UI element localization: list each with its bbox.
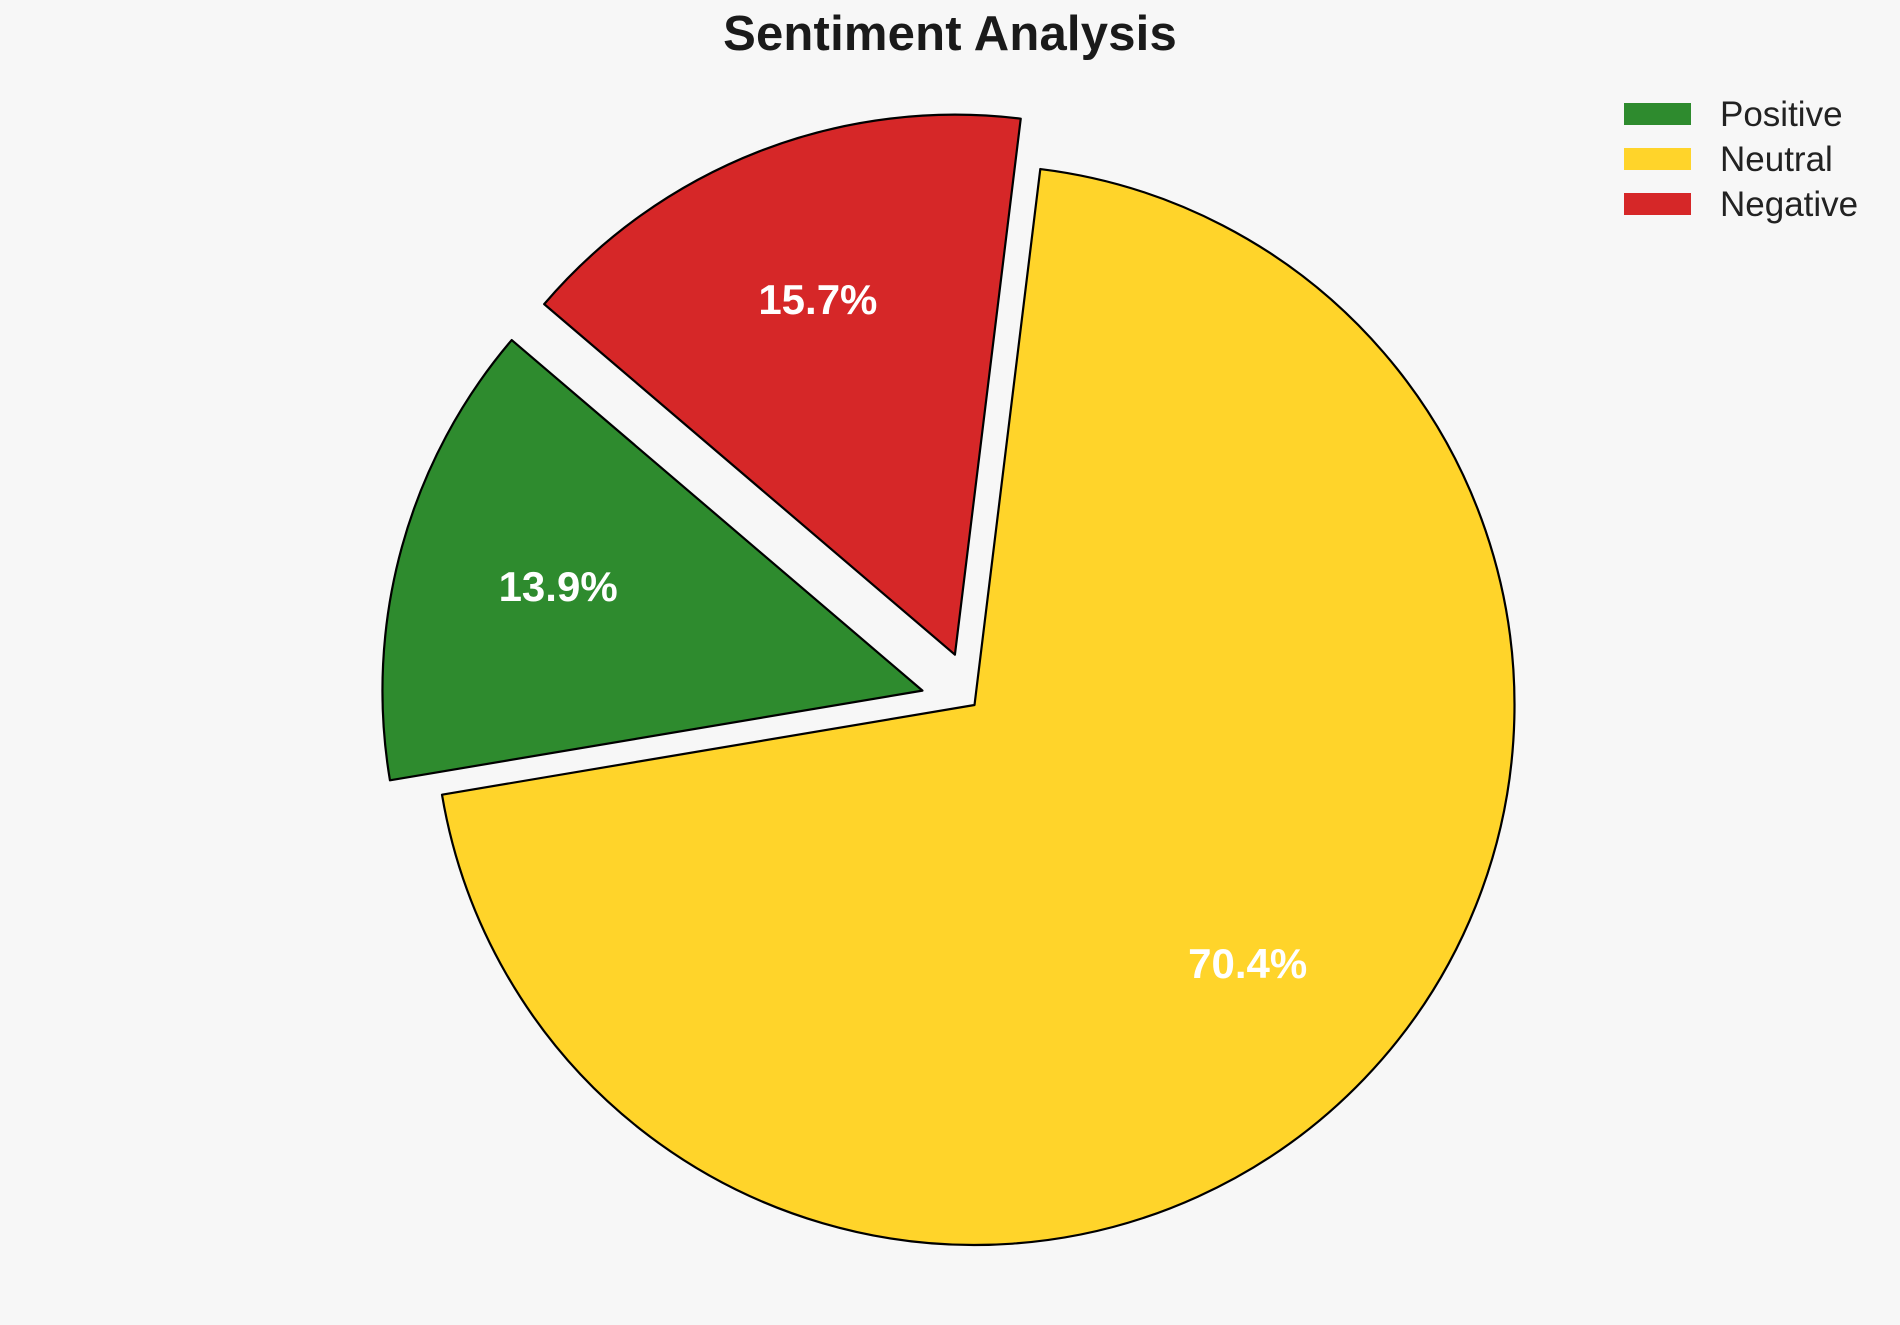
svg-text:70.4%: 70.4%	[1188, 940, 1307, 987]
svg-text:15.7%: 15.7%	[758, 276, 877, 323]
svg-text:13.9%: 13.9%	[499, 563, 618, 610]
